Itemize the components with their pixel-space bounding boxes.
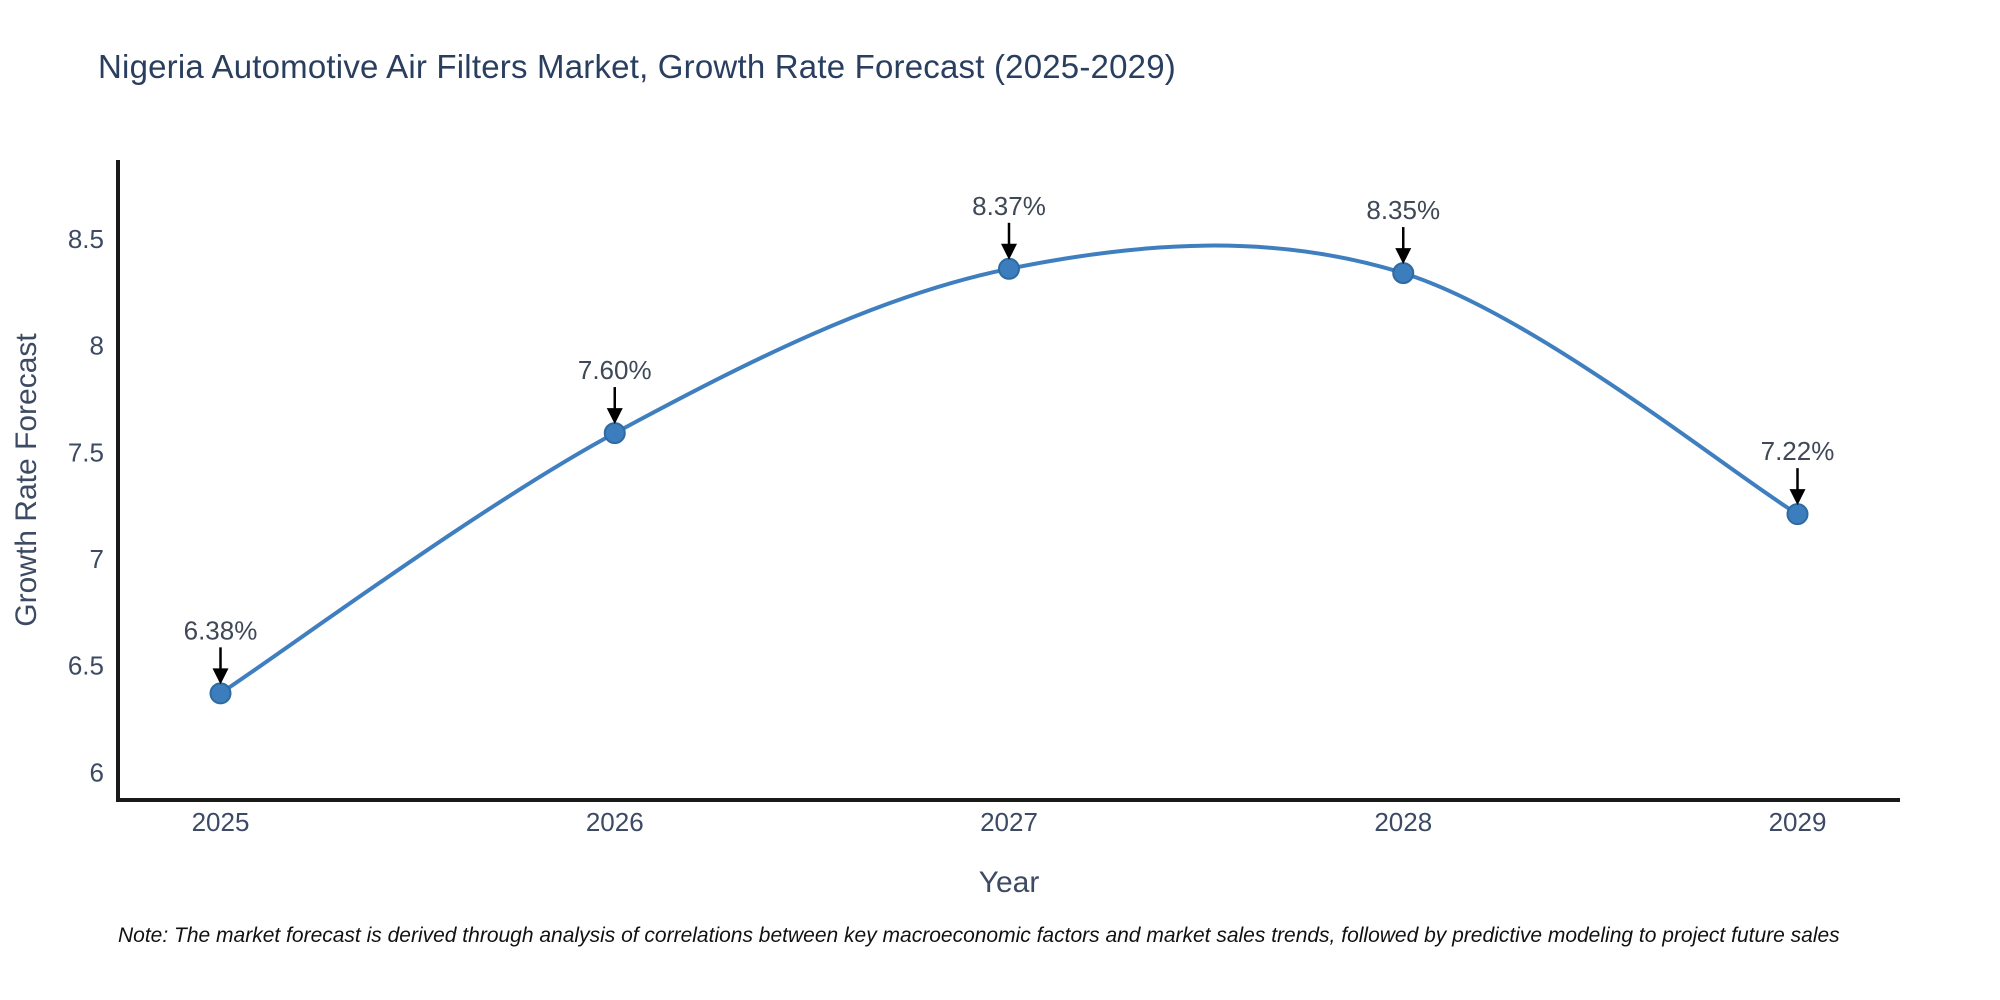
y-tick-label: 7.5 — [68, 437, 104, 467]
x-tick-label: 2029 — [1769, 807, 1827, 837]
y-tick-label: 6 — [90, 757, 104, 787]
data-points — [209, 257, 1809, 705]
annotation-arrowhead-icon — [1395, 248, 1412, 265]
annotation-label: 8.37% — [972, 191, 1046, 221]
x-tick-labels: 2025 2026 2027 2028 2029 — [192, 807, 1827, 837]
y-axis-title: Growth Rate Forecast — [10, 333, 43, 627]
y-tick-labels: 6 6.5 7 7.5 8 8.5 — [68, 224, 104, 787]
data-point-marker[interactable] — [1786, 503, 1809, 526]
y-tick-label: 6.5 — [68, 651, 104, 681]
x-tick-label: 2025 — [192, 807, 250, 837]
data-point-marker[interactable] — [209, 682, 232, 705]
y-tick-label: 7 — [90, 544, 104, 574]
annotation-arrowhead-icon — [1001, 243, 1017, 260]
footnote: Note: The market forecast is derived thr… — [118, 924, 1840, 947]
x-tick-label: 2028 — [1374, 807, 1432, 837]
x-axis-title: Year — [979, 866, 1040, 899]
annotation-label: 6.38% — [184, 615, 258, 645]
data-point-marker[interactable] — [1392, 262, 1415, 285]
data-point-marker[interactable] — [603, 422, 626, 445]
annotation-arrowhead-icon — [212, 668, 229, 685]
chart-title: Nigeria Automotive Air Filters Market, G… — [98, 48, 1176, 85]
annotation-label: 7.60% — [578, 355, 652, 385]
annotation-label: 8.35% — [1366, 195, 1440, 225]
data-point-marker[interactable] — [998, 257, 1020, 280]
trend-line — [218, 243, 1800, 696]
annotation-arrowhead-icon — [1789, 489, 1806, 506]
annotation-label: 7.22% — [1761, 436, 1835, 466]
x-tick-label: 2026 — [586, 807, 644, 837]
annotation-arrowhead-icon — [606, 408, 623, 425]
y-tick-label: 8 — [90, 331, 104, 361]
x-tick-label: 2027 — [980, 807, 1038, 837]
point-annotations: 6.38% 7.60% 8.37% 8.35% 7.22% — [184, 191, 1835, 685]
y-tick-label: 8.5 — [68, 224, 104, 254]
